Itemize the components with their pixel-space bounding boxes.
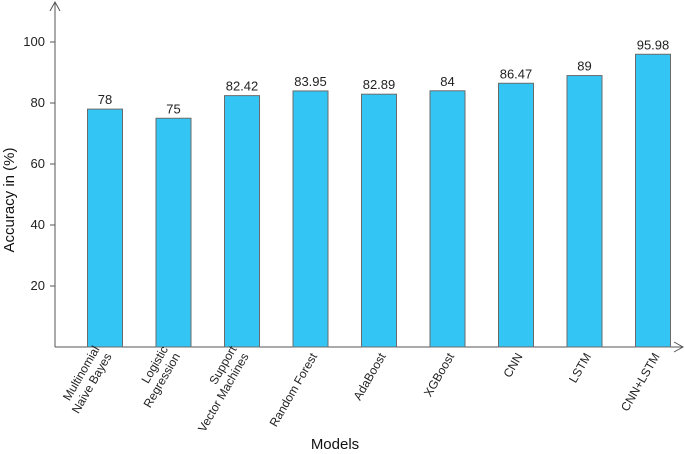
data-labels: 78 75 82.42 83.95 82.89 84 86.47 89 95.98: [98, 37, 670, 116]
y-tick-label: 40: [31, 217, 45, 232]
bar-value-label: 83.95: [294, 74, 327, 89]
y-tick-label: 60: [31, 156, 45, 171]
bar-value-label: 86.47: [500, 66, 533, 81]
bar: [635, 53, 671, 348]
bar-value-label: 95.98: [637, 37, 670, 52]
bar-value-label: 75: [166, 101, 180, 116]
x-tick-label: AdaBoost: [350, 350, 388, 403]
y-axis-arrow-icon: [49, 0, 61, 12]
bar: [566, 75, 603, 348]
bar: [224, 95, 260, 348]
bar: [87, 108, 123, 348]
bar-value-label: 78: [98, 92, 112, 107]
y-tick-label: 20: [31, 278, 45, 293]
x-tick-label: LogisticRegression: [128, 344, 183, 411]
y-axis-title: Accuracy in (%): [1, 147, 18, 252]
bar: [361, 93, 397, 348]
y-ticks: 20 40 60 80 100: [23, 34, 55, 293]
bar-value-label: 89: [577, 59, 591, 74]
bar: [498, 82, 534, 348]
bar: [155, 117, 192, 348]
x-tick-label: XGBoost: [421, 350, 457, 399]
x-tick-label: LSTM: [566, 351, 594, 386]
x-tick-label: MultinomialNaive Bayes: [57, 344, 115, 416]
x-tick-label: CNN+LSTM: [618, 351, 663, 414]
bar-value-label: 84: [440, 74, 454, 89]
x-tick-label: CNN: [500, 351, 525, 381]
bar: [292, 90, 329, 348]
bar: [429, 90, 466, 348]
x-tick-label: Random Forest: [267, 350, 321, 429]
x-tick-labels: MultinomialNaive Bayes LogisticRegression…: [57, 343, 663, 434]
y-tick-label: 100: [23, 34, 45, 49]
x-axis-arrow-icon: [673, 341, 685, 353]
x-axis-title: Models: [311, 436, 359, 453]
bar-value-label: 82.89: [363, 77, 396, 92]
y-tick-label: 80: [31, 95, 45, 110]
bar-value-label: 82.42: [226, 79, 259, 94]
x-tick-label: SupportVector Machines: [183, 343, 252, 434]
bars: [87, 53, 671, 348]
